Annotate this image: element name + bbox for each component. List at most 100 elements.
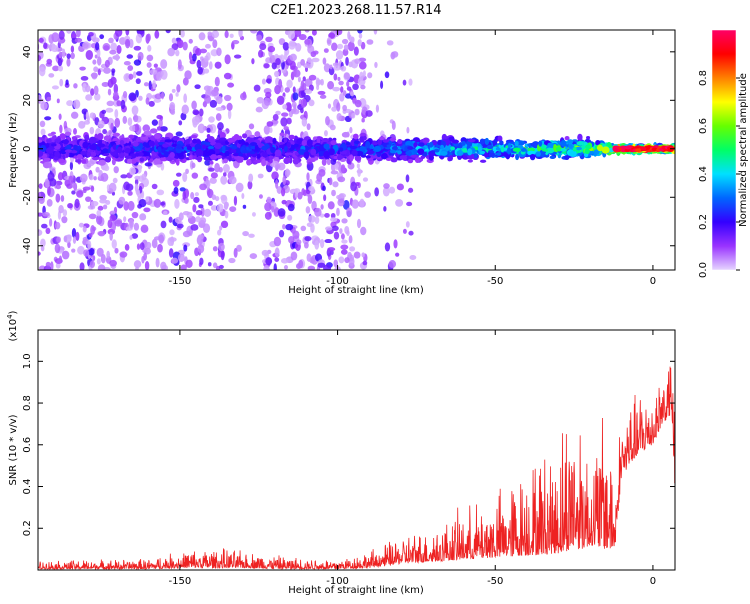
spectrogram-noise-cell xyxy=(129,167,136,176)
spectrogram-band-cell xyxy=(314,156,319,161)
spectrogram-noise-cell xyxy=(70,111,79,119)
spectrogram-noise-cell xyxy=(160,69,168,80)
spectrogram-noise-cell xyxy=(269,127,273,134)
spectrogram-noise-cell xyxy=(204,55,209,63)
spectrogram-noise-cell xyxy=(66,100,74,107)
spectrogram-band-cell xyxy=(564,135,570,141)
spectrogram-noise-cell xyxy=(146,33,151,42)
spectrogram-peak-cell xyxy=(619,145,626,150)
spectrogram-noise-cell xyxy=(192,204,197,213)
spectrogram-noise-cell xyxy=(138,95,143,101)
spectrogram-noise-cell xyxy=(311,57,320,63)
spectrogram-noise-cell xyxy=(198,204,204,209)
spectrogram-noise-cell xyxy=(146,54,154,62)
spectrogram-noise-cell xyxy=(207,262,212,267)
spectrogram-noise-cell xyxy=(228,257,236,264)
spectrogram-band-cell xyxy=(568,144,573,149)
spectrogram-noise-cell xyxy=(96,258,101,265)
spectrogram-noise-cell xyxy=(107,228,116,235)
spectrogram-noise-cell xyxy=(324,239,333,244)
spectrogram-noise-cell xyxy=(180,112,187,121)
spectrogram-noise-cell xyxy=(199,257,204,266)
spectrogram-noise-cell xyxy=(208,167,215,172)
spectrogram-noise-cell xyxy=(214,61,222,69)
spectrogram-band-cell xyxy=(118,152,125,159)
spectrogram-noise-cell xyxy=(286,79,293,89)
spectrogram-noise-cell xyxy=(129,235,133,240)
spectrogram-noise-cell xyxy=(273,207,280,217)
spectrogram-noise-cell xyxy=(85,111,89,120)
spectrogram-noise-cell xyxy=(342,104,347,112)
spectrogram-noise-cell xyxy=(129,38,134,49)
spectrogram-band-cell xyxy=(359,146,366,153)
spectrogram-noise-cell xyxy=(109,214,117,222)
spectrogram-noise-cell xyxy=(88,174,94,181)
spectrogram-noise-cell xyxy=(174,198,180,209)
spectrogram-noise-cell xyxy=(92,37,100,43)
spectrogram-band-cell xyxy=(238,139,243,145)
spectrogram-band-cell xyxy=(48,163,53,168)
spectrogram-noise-cell xyxy=(94,54,98,59)
spectrogram-noise-cell xyxy=(383,183,390,189)
spectrogram-noise-cell xyxy=(228,176,237,185)
spectrogram-band-cell xyxy=(176,143,182,149)
spectrogram-noise-cell xyxy=(101,81,110,87)
spectrogram-noise-cell xyxy=(341,218,348,224)
spectrogram-noise-cell xyxy=(55,193,61,203)
spectrogram-noise-cell xyxy=(103,67,111,74)
spectrogram-band-cell xyxy=(577,133,583,141)
spectrogram-band-cell xyxy=(60,148,67,155)
spectrogram-noise-cell xyxy=(349,246,356,252)
spectrogram-noise-cell xyxy=(259,43,267,51)
spectrogram-noise-cell xyxy=(106,250,111,259)
spectrogram-noise-cell xyxy=(336,102,341,112)
spectrogram-noise-cell xyxy=(211,30,220,39)
spectrogram-noise-cell xyxy=(276,95,285,105)
spectrogram-band-cell xyxy=(439,155,445,159)
spectrogram-band-cell xyxy=(507,142,512,149)
spectrogram-noise-cell xyxy=(384,71,390,79)
spectrogram-noise-cell xyxy=(328,32,336,39)
spectrogram-noise-cell xyxy=(123,216,127,223)
spectrogram-noise-cell xyxy=(257,173,264,179)
snr-y-scale-suffix: ) xyxy=(8,310,19,314)
spectrogram-noise-cell xyxy=(56,236,61,243)
spectrogram-noise-cell xyxy=(153,63,158,68)
spectrogram-noise-cell xyxy=(154,30,160,39)
spectrogram-band-cell xyxy=(256,153,261,159)
spectrogram-noise-cell xyxy=(327,80,335,90)
spectrogram-noise-cell xyxy=(361,117,365,123)
spectrogram-noise-cell xyxy=(168,93,174,102)
spectrogram-noise-cell xyxy=(198,32,206,41)
spectrogram-band-cell xyxy=(495,152,502,156)
spectrogram-noise-cell xyxy=(304,30,310,33)
spectrogram-noise-cell xyxy=(218,242,225,252)
spectrogram-band-cell xyxy=(390,157,398,163)
spectrogram-noise-cell xyxy=(195,216,201,223)
spectrogram-noise-cell xyxy=(306,253,312,262)
spectrogram-noise-cell xyxy=(79,173,88,183)
spectrogram-noise-cell xyxy=(300,225,307,232)
spectrogram-noise-cell xyxy=(114,117,121,128)
spectrogram-noise-cell xyxy=(196,59,202,69)
spectrogram-peak-cell xyxy=(625,145,632,150)
spectrogram-noise-cell xyxy=(317,262,326,268)
spectrogram-noise-cell xyxy=(336,207,340,217)
spectrogram-band-cell xyxy=(46,147,54,154)
spectrogram-band-cell xyxy=(341,131,350,138)
spectrogram-noise-cell xyxy=(40,101,48,111)
spectrogram-noise-cell xyxy=(168,248,174,258)
spectrogram-noise-cell xyxy=(182,41,188,51)
spectrogram-noise-cell xyxy=(258,49,264,58)
spectrogram-band-cell xyxy=(249,134,256,138)
colorbar-tick-label: 0.2 xyxy=(698,214,709,230)
spectrogram-band-cell xyxy=(564,155,570,161)
spectrogram-noise-cell xyxy=(207,200,213,206)
spectrogram-noise-cell xyxy=(116,100,122,107)
spectrogram-noise-cell xyxy=(105,107,114,113)
spectrogram-band-cell xyxy=(214,148,220,154)
spectrogram-noise-cell xyxy=(303,189,307,197)
spectrogram-band-cell xyxy=(61,133,66,140)
spectrogram-noise-cell xyxy=(169,229,175,236)
spectrogram-band-cell xyxy=(54,150,60,158)
